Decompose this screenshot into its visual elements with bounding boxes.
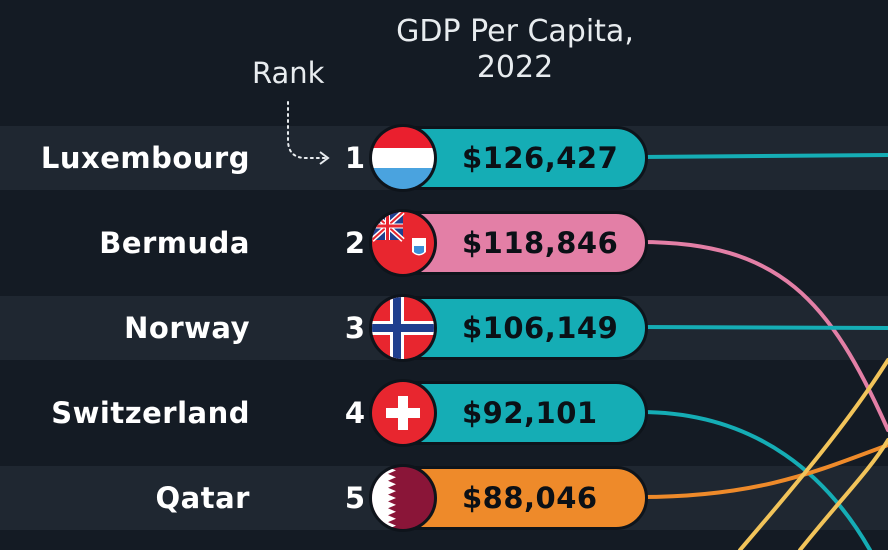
chart-title-line1: GDP Per Capita, [396,14,634,49]
flow-line-norway [638,325,888,330]
chart-title: GDP Per Capita, 2022 [360,14,670,86]
flow-line-qatar [638,443,888,499]
rank-number: 5 [344,481,366,515]
luxembourg-flag-icon [369,124,437,192]
flow-line-bermuda [638,240,888,432]
switzerland-flag-icon [369,379,437,447]
flow-line-yellow-a [738,358,888,550]
value-label: $106,149 [462,311,619,345]
rank-number: 4 [344,396,366,430]
rank-number: 1 [344,141,366,175]
value-label: $88,046 [462,481,598,515]
country-label: Luxembourg [40,141,250,175]
flow-line-luxembourg [638,153,888,159]
value-label: $92,101 [462,396,598,430]
qatar-flag-icon [369,464,437,532]
rank-number: 3 [344,311,366,345]
country-label: Switzerland [51,396,250,430]
chart-title-line2: 2022 [476,50,554,85]
rank-label: Rank [252,56,325,90]
bermuda-flag-icon [369,209,437,277]
rank-number: 2 [344,226,366,260]
norway-flag-icon [369,294,437,362]
value-label: $126,427 [462,141,619,175]
country-label: Qatar [155,481,250,515]
flow-line-yellow-b [798,438,888,550]
value-label: $118,846 [462,226,619,260]
country-label: Bermuda [99,226,250,260]
country-label: Norway [124,311,250,345]
flow-line-switzerland [638,410,872,550]
